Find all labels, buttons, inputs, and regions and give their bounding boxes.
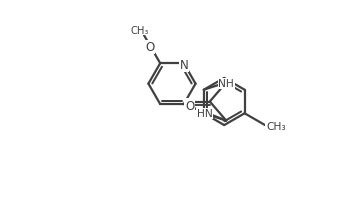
Text: O: O: [145, 41, 154, 54]
Text: N: N: [180, 59, 188, 72]
Text: CH₃: CH₃: [266, 121, 286, 131]
Text: CH₃: CH₃: [131, 26, 149, 35]
Text: NH: NH: [218, 79, 234, 89]
Text: HN: HN: [197, 109, 213, 119]
Text: O: O: [185, 99, 194, 112]
